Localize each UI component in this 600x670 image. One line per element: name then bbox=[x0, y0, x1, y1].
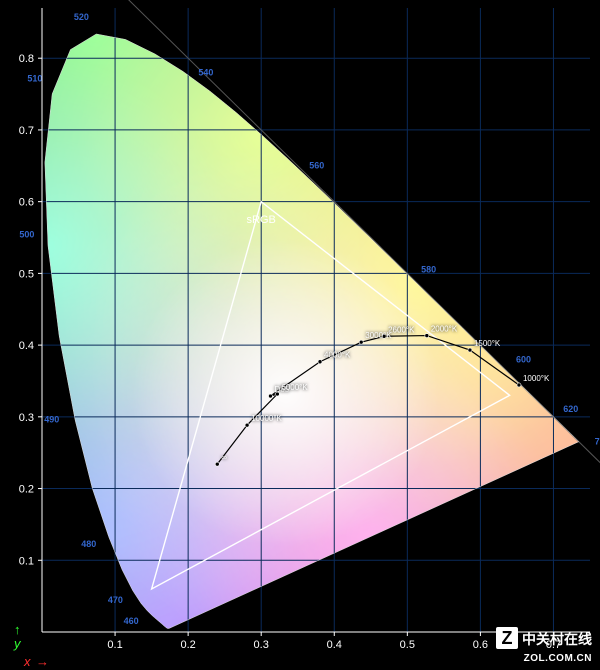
planckian-label: ∞ bbox=[221, 453, 227, 462]
x-axis-label: → bbox=[36, 654, 49, 669]
planckian-marker bbox=[268, 394, 272, 398]
y-tick-label: 0.1 bbox=[19, 555, 34, 567]
y-axis-label: ↑ bbox=[14, 622, 21, 637]
wavelength-label: 540 bbox=[198, 68, 213, 78]
planckian-label: 1500°K bbox=[474, 339, 501, 348]
y-tick-label: 0.3 bbox=[19, 412, 34, 424]
x-tick-label: 0.7 bbox=[546, 639, 561, 651]
wavelength-label: 470 bbox=[108, 595, 123, 605]
planckian-marker bbox=[318, 360, 322, 364]
wavelength-label: 700 bbox=[595, 436, 600, 446]
y-tick-label: 0.2 bbox=[19, 484, 34, 496]
x-axis-letter: x bbox=[23, 654, 31, 669]
wavelength-label: 500 bbox=[19, 229, 34, 239]
planckian-label: 3000°K bbox=[365, 331, 392, 340]
planckian-marker bbox=[359, 340, 363, 344]
x-tick-label: 0.6 bbox=[473, 639, 488, 651]
planckian-marker bbox=[517, 383, 521, 387]
wavelength-label: 490 bbox=[44, 414, 59, 424]
y-tick-label: 0.6 bbox=[19, 197, 34, 209]
wavelength-label: 580 bbox=[421, 265, 436, 275]
srgb-label: sRGB bbox=[247, 214, 276, 226]
chromaticity-diagram: 460 470 480 490 500 510 520 540 560 580 600 620 700 s… bbox=[0, 0, 600, 670]
x-tick-label: 0.2 bbox=[180, 639, 195, 651]
planckian-label: 4000°K bbox=[324, 351, 351, 360]
planckian-label: 2600°K bbox=[388, 325, 415, 334]
x-tick-label: 0.1 bbox=[107, 639, 122, 651]
x-tick-label: 0.3 bbox=[254, 639, 269, 651]
wavelength-label: 520 bbox=[74, 12, 89, 22]
y-tick-label: 0.4 bbox=[19, 340, 34, 352]
wavelength-label: 510 bbox=[27, 73, 42, 83]
y-tick-label: 0.7 bbox=[19, 125, 34, 137]
y-tick-label: 0.8 bbox=[19, 53, 34, 65]
planckian-marker bbox=[275, 392, 279, 396]
planckian-marker bbox=[425, 334, 429, 338]
y-tick-label: 0.5 bbox=[19, 268, 34, 280]
planckian-label: 6000°K bbox=[281, 383, 308, 392]
planckian-marker bbox=[215, 462, 219, 466]
planckian-label: 1000°K bbox=[523, 374, 550, 383]
wavelength-label: 620 bbox=[563, 404, 578, 414]
planckian-label: 2000°K bbox=[431, 325, 458, 334]
planckian-label: 10000°K bbox=[251, 414, 282, 423]
wavelength-label: 600 bbox=[516, 355, 531, 365]
planckian-marker bbox=[245, 423, 249, 427]
wavelength-label: 460 bbox=[124, 616, 139, 626]
wavelength-label: 480 bbox=[81, 539, 96, 549]
chart-svg: 460 470 480 490 500 510 520 540 560 580 600 620 700 s… bbox=[0, 0, 600, 670]
x-tick-label: 0.5 bbox=[400, 639, 415, 651]
x-tick-label: 0.4 bbox=[327, 639, 342, 651]
planckian-marker bbox=[468, 348, 472, 352]
wavelength-label: 560 bbox=[309, 160, 324, 170]
